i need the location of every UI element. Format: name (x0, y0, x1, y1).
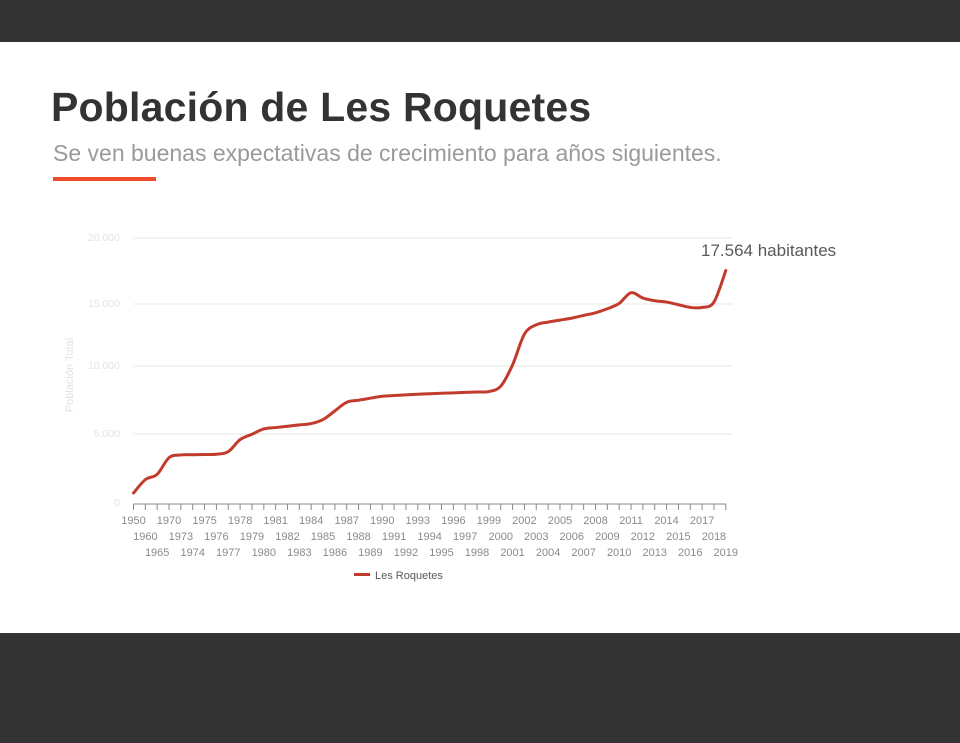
svg-text:1965: 1965 (145, 547, 169, 559)
svg-text:1985: 1985 (311, 531, 335, 543)
svg-text:1996: 1996 (441, 515, 465, 527)
svg-text:2010: 2010 (607, 547, 631, 559)
svg-text:2009: 2009 (595, 531, 619, 543)
svg-text:10.000: 10.000 (88, 360, 120, 372)
svg-text:1995: 1995 (429, 547, 453, 559)
svg-text:0: 0 (114, 497, 120, 509)
svg-text:2002: 2002 (512, 515, 536, 527)
svg-text:1960: 1960 (133, 531, 157, 543)
svg-text:2017: 2017 (690, 515, 714, 527)
svg-text:2005: 2005 (548, 515, 572, 527)
svg-text:1998: 1998 (465, 547, 489, 559)
svg-text:2000: 2000 (488, 531, 512, 543)
svg-text:1981: 1981 (263, 515, 287, 527)
svg-text:2011: 2011 (619, 515, 643, 527)
svg-text:1990: 1990 (370, 515, 394, 527)
svg-text:15.000: 15.000 (88, 298, 120, 310)
svg-text:5.000: 5.000 (94, 428, 120, 440)
svg-text:1993: 1993 (406, 515, 430, 527)
svg-text:2012: 2012 (631, 531, 655, 543)
svg-text:2016: 2016 (678, 547, 702, 559)
svg-text:2015: 2015 (666, 531, 690, 543)
svg-text:2019: 2019 (714, 547, 738, 559)
svg-text:2018: 2018 (702, 531, 726, 543)
svg-text:1999: 1999 (477, 515, 501, 527)
svg-text:1994: 1994 (417, 531, 441, 543)
svg-text:2008: 2008 (583, 515, 607, 527)
svg-text:1978: 1978 (228, 515, 252, 527)
svg-text:2013: 2013 (642, 547, 666, 559)
svg-text:1979: 1979 (240, 531, 264, 543)
svg-text:20.000: 20.000 (88, 232, 120, 244)
svg-text:1980: 1980 (252, 547, 276, 559)
svg-text:1991: 1991 (382, 531, 406, 543)
svg-text:1974: 1974 (180, 547, 204, 559)
svg-text:1983: 1983 (287, 547, 311, 559)
svg-text:1977: 1977 (216, 547, 240, 559)
svg-text:2003: 2003 (524, 531, 548, 543)
svg-text:1997: 1997 (453, 531, 477, 543)
svg-text:1950: 1950 (121, 515, 145, 527)
svg-text:2001: 2001 (500, 547, 524, 559)
svg-text:2014: 2014 (654, 515, 678, 527)
svg-text:1975: 1975 (192, 515, 216, 527)
svg-text:1988: 1988 (346, 531, 370, 543)
svg-text:2007: 2007 (571, 547, 595, 559)
svg-text:Población Total: Población Total (64, 338, 76, 412)
svg-text:2006: 2006 (560, 531, 584, 543)
svg-text:1982: 1982 (275, 531, 299, 543)
svg-text:1973: 1973 (169, 531, 193, 543)
svg-text:2004: 2004 (536, 547, 560, 559)
svg-text:1989: 1989 (358, 547, 382, 559)
svg-text:1987: 1987 (334, 515, 358, 527)
svg-text:1976: 1976 (204, 531, 228, 543)
svg-text:1986: 1986 (323, 547, 347, 559)
svg-text:1970: 1970 (157, 515, 181, 527)
svg-text:1992: 1992 (394, 547, 418, 559)
svg-text:1984: 1984 (299, 515, 323, 527)
